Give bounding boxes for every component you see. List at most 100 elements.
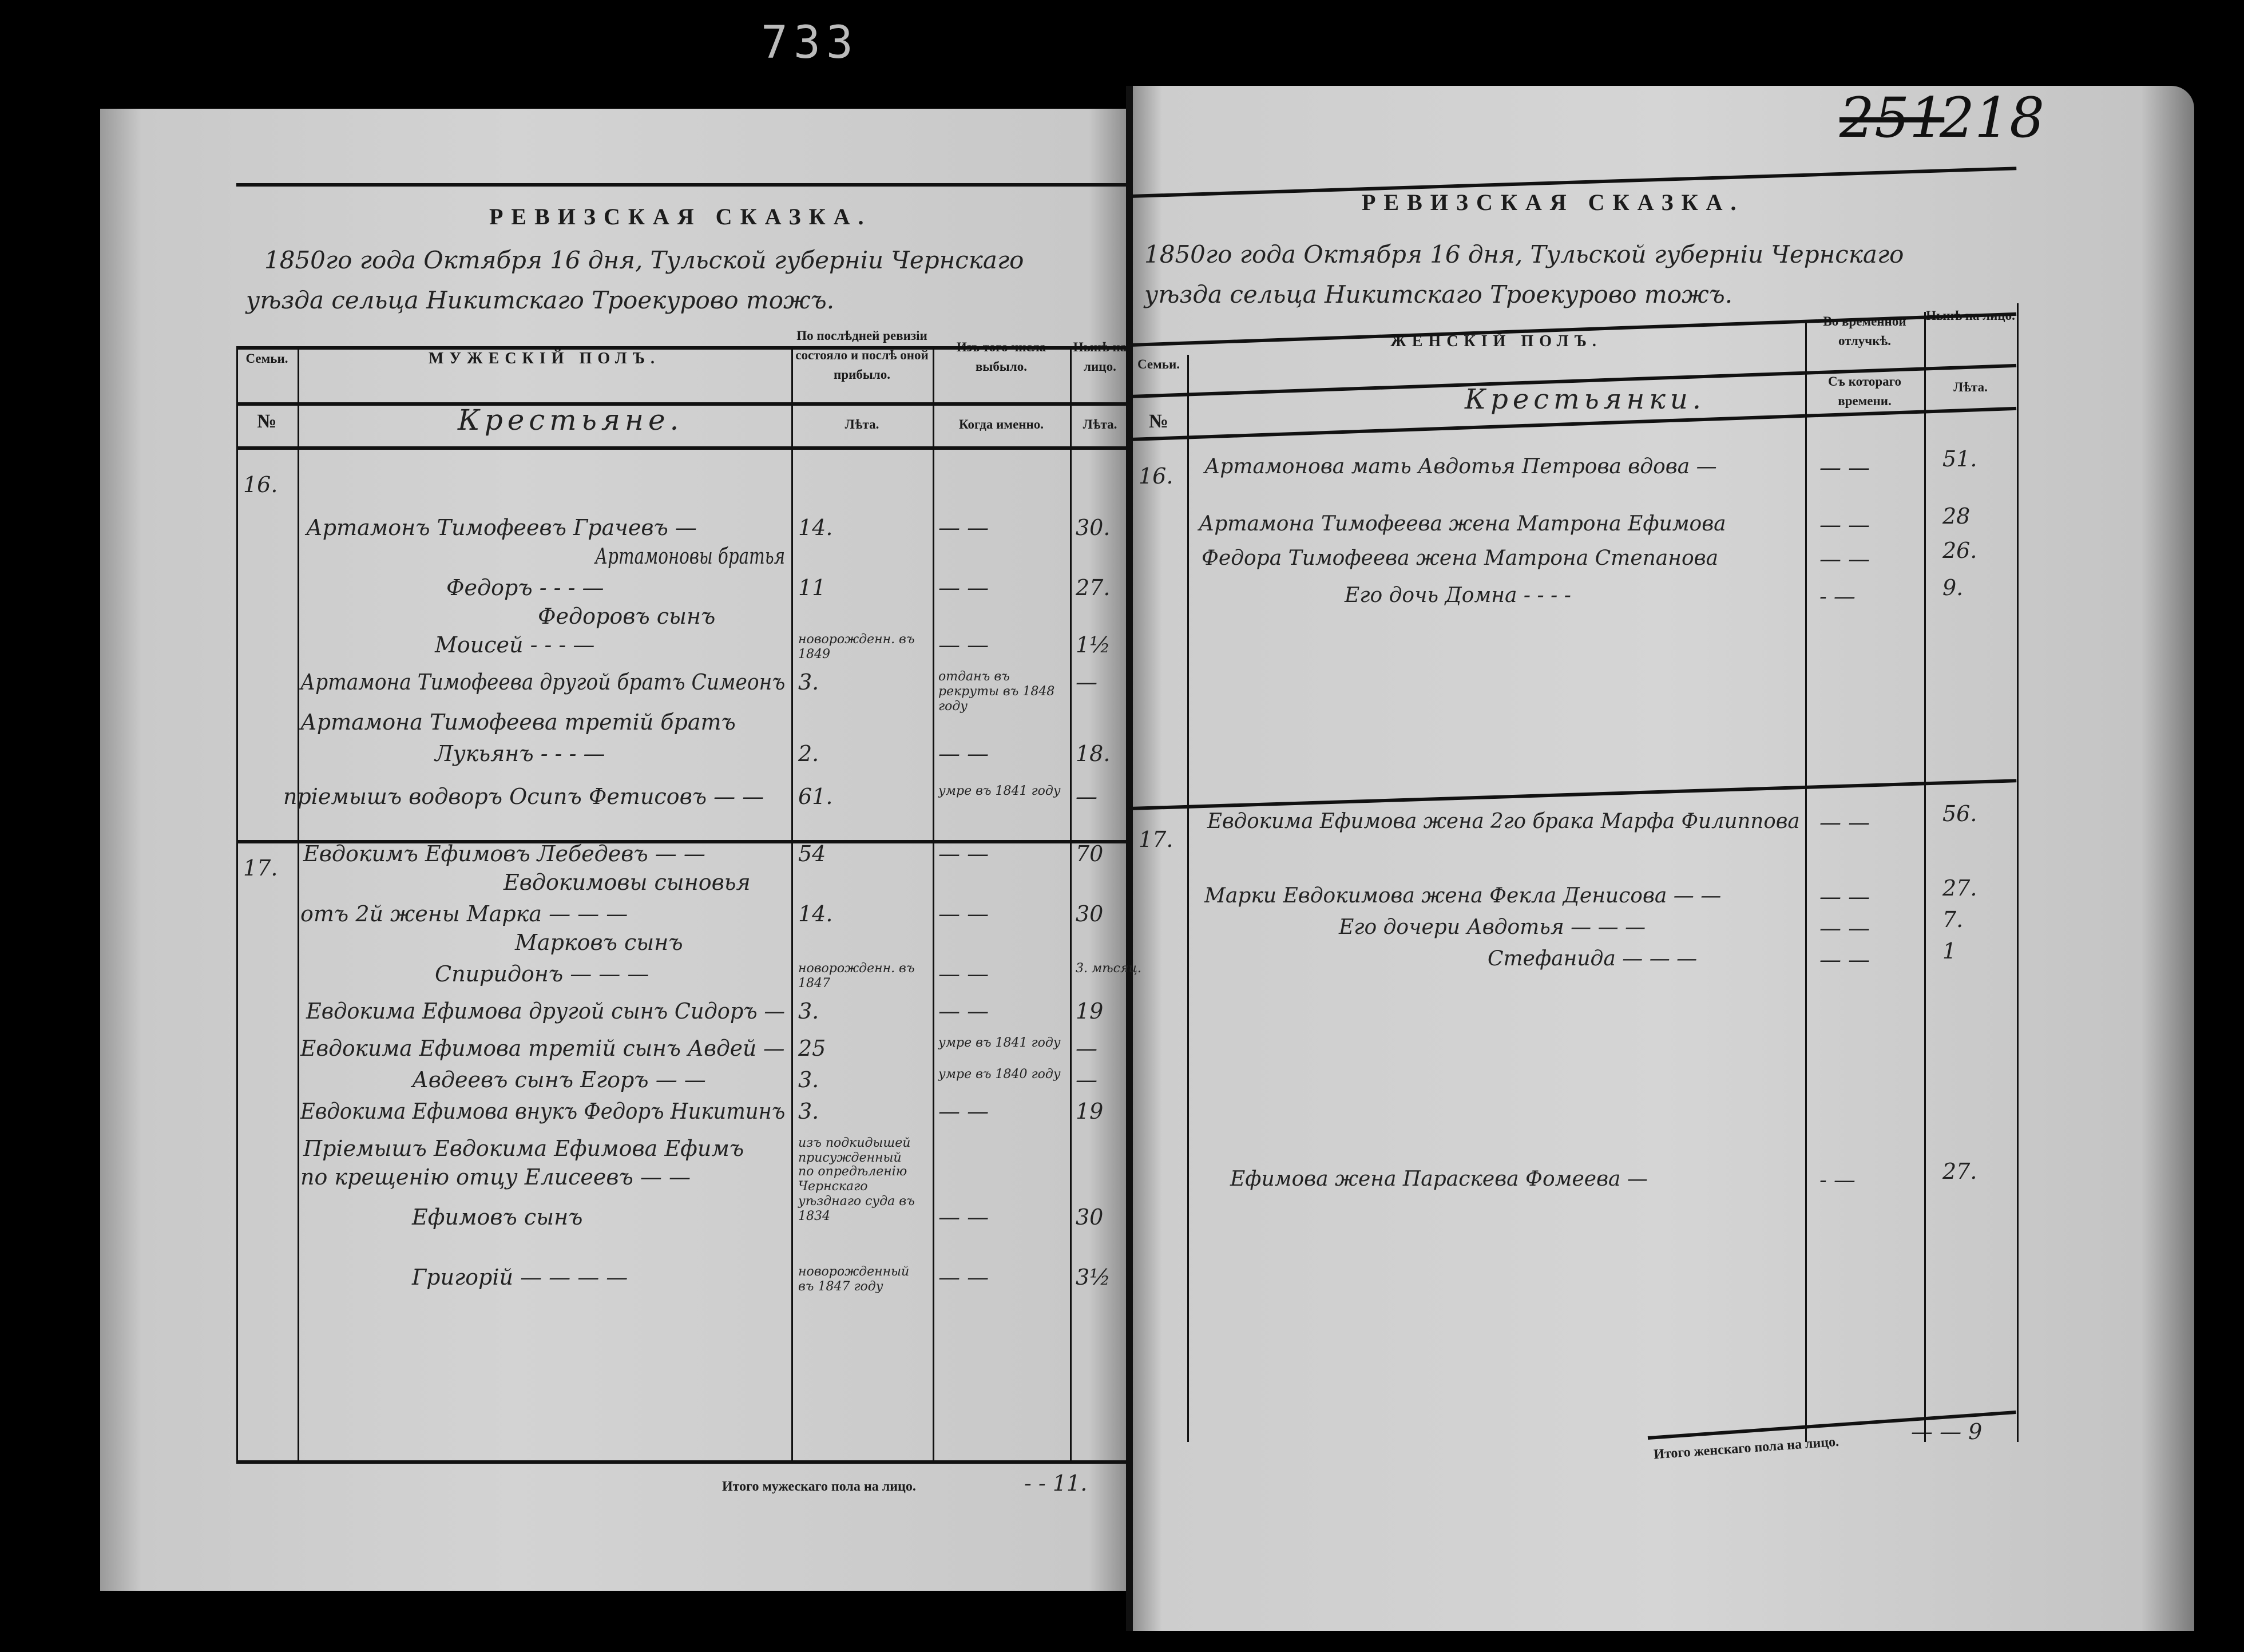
age-now: 19: [1076, 1099, 1104, 1124]
age-at-revision: 25: [798, 1036, 826, 1061]
age-now: 7.: [1942, 907, 1964, 932]
dropped-when: — —: [938, 901, 989, 926]
age-now: 56.: [1942, 801, 1977, 826]
age-now: 70: [1076, 841, 1104, 866]
female-name: Марки Евдокимова жена Фекла Денисова — —: [1204, 884, 1722, 908]
female-name: Артамонова мать Авдотья Петрова вдова —: [1204, 455, 1717, 478]
family-number: 16.: [1139, 463, 1173, 489]
age-at-revision: по опредѣленію Чернскаго уѣзднаго суда в…: [798, 1164, 915, 1223]
left-footer-value: - - 11.: [1024, 1471, 1088, 1496]
age-at-revision: 61.: [798, 784, 833, 809]
right-header-section: ЖЕНСКІЙ ПОЛЪ.: [1390, 332, 1602, 350]
age-now: 9.: [1942, 575, 1964, 600]
left-header-when: Когда именно.: [958, 417, 1044, 431]
male-name: Артамона Тимофеева третій братъ: [300, 710, 736, 735]
column-rule: [1070, 346, 1072, 1462]
male-name: Моисей - - - —: [435, 632, 595, 657]
archive-stamp: 733: [761, 17, 859, 69]
right-header-years: Лѣта.: [1953, 380, 1988, 394]
column-rule: [298, 346, 299, 1462]
age-now: 3. мѣсяц.: [1076, 961, 1141, 976]
table-rule: [236, 446, 1130, 450]
age-now: 30: [1076, 1205, 1104, 1230]
temporary-absence: — —: [1819, 512, 1870, 537]
age-now: 27.: [1942, 1159, 1977, 1184]
left-header-years: Лѣта.: [845, 417, 879, 431]
male-name: Ефимовъ сынъ: [412, 1205, 583, 1230]
column-rule: [236, 346, 238, 1462]
temporary-absence: — —: [1819, 884, 1870, 909]
age-at-revision: 3.: [798, 1067, 819, 1092]
male-name: Пріемышъ Евдокима Ефимова Ефимъ: [303, 1136, 744, 1161]
age-at-revision: изъ подкидышей присужденный: [798, 1136, 911, 1165]
male-name: Спиридонъ — — —: [435, 961, 649, 987]
left-header-section: МУЖЕСКІЙ ПОЛЪ.: [429, 350, 660, 367]
age-at-revision: новорожденный въ 1847 году: [798, 1265, 910, 1294]
male-name: Артамонъ Тимофеевъ Грачевъ —: [306, 515, 697, 540]
age-now: 30: [1076, 901, 1104, 926]
left-header-dropped: Изъ того числа выбыло.: [957, 340, 1046, 374]
age-now: —: [1076, 1067, 1097, 1092]
right-header-since-when: Съ котораго времени.: [1827, 374, 1902, 408]
new-page-number: 218: [1940, 86, 2045, 150]
female-name: Федора Тимофеева жена Матрона Степанова: [1202, 546, 1719, 570]
male-name: Евдокима Ефимова внукъ Федоръ Никитинъ: [300, 1099, 786, 1124]
age-now: 30.: [1076, 515, 1111, 540]
age-now: 19: [1076, 999, 1104, 1024]
male-name: Евдокима Ефимова другой сынъ Сидоръ —: [306, 999, 786, 1024]
right-page: [1130, 86, 2194, 1631]
age-at-revision: 3.: [798, 1099, 819, 1124]
male-name: по крещенію отцу Елисеевъ — —: [300, 1164, 691, 1190]
age-at-revision: новорожденн. въ 1847: [798, 961, 915, 991]
left-header-category: Крестьяне.: [458, 403, 684, 437]
age-at-revision: 2.: [798, 741, 819, 766]
age-at-revision: 11: [798, 575, 826, 600]
right-header-number-sign: №: [1148, 411, 1169, 432]
temporary-absence: — —: [1819, 916, 1870, 941]
family-number: 16.: [243, 472, 278, 497]
female-name: Его дочери Авдотья — — —: [1339, 916, 1646, 939]
age-at-revision: 54: [798, 841, 826, 866]
age-now: 27.: [1942, 875, 1977, 901]
dropped-when: — —: [938, 741, 989, 766]
male-name: Григорій — — — —: [412, 1265, 628, 1290]
right-header-family: Семьи.: [1137, 357, 1180, 371]
left-header-number-sign: №: [257, 411, 277, 432]
age-at-revision: 14.: [798, 515, 833, 540]
right-footer-value: — — 9: [1911, 1419, 1983, 1444]
male-name: пріемышъ водворъ Осипъ Фетисовъ — —: [283, 784, 764, 809]
column-rule: [1128, 346, 1130, 1462]
age-at-revision: 3.: [798, 669, 819, 695]
column-rule: [1805, 320, 1807, 1442]
age-now: —: [1076, 784, 1097, 809]
old-page-number: 251: [1839, 86, 1945, 150]
male-name: Марковъ сынъ: [515, 930, 683, 955]
dropped-when: — —: [938, 632, 989, 657]
temporary-absence: - —: [1819, 584, 1856, 609]
age-at-revision: 3.: [798, 999, 819, 1024]
female-name: Стефанида — — —: [1488, 947, 1698, 970]
left-header-years-now: Лѣта.: [1083, 417, 1117, 431]
male-name: Артамоновы братья: [595, 544, 786, 569]
left-footer-label: Итого мужескаго пола на лицо.: [722, 1479, 916, 1494]
temporary-absence: — —: [1819, 947, 1870, 972]
age-now: —: [1076, 669, 1097, 695]
left-date-line-1: 1850го года Октября 16 дня, Тульской губ…: [264, 246, 1024, 274]
age-now: 28: [1942, 504, 1971, 529]
age-now: 27.: [1076, 575, 1111, 600]
dropped-when: — —: [938, 1265, 989, 1290]
column-rule: [2017, 303, 2019, 1442]
dropped-when: — —: [938, 1099, 989, 1124]
right-date-line-1: 1850го года Октября 16 дня, Тульской губ…: [1144, 240, 1904, 268]
table-rule: [236, 840, 1130, 843]
age-now: 26.: [1942, 538, 1977, 563]
temporary-absence: — —: [1819, 546, 1870, 572]
age-now: 51.: [1942, 446, 1977, 472]
column-rule: [1187, 355, 1189, 1442]
male-name: Лукьянъ - - - —: [435, 741, 605, 766]
left-header-family: Семьи.: [245, 351, 288, 366]
table-rule: [236, 183, 1130, 187]
dropped-when: умре въ 1841 году: [938, 1036, 1061, 1050]
family-number: 17.: [1139, 827, 1173, 852]
dropped-when: — —: [938, 841, 989, 866]
